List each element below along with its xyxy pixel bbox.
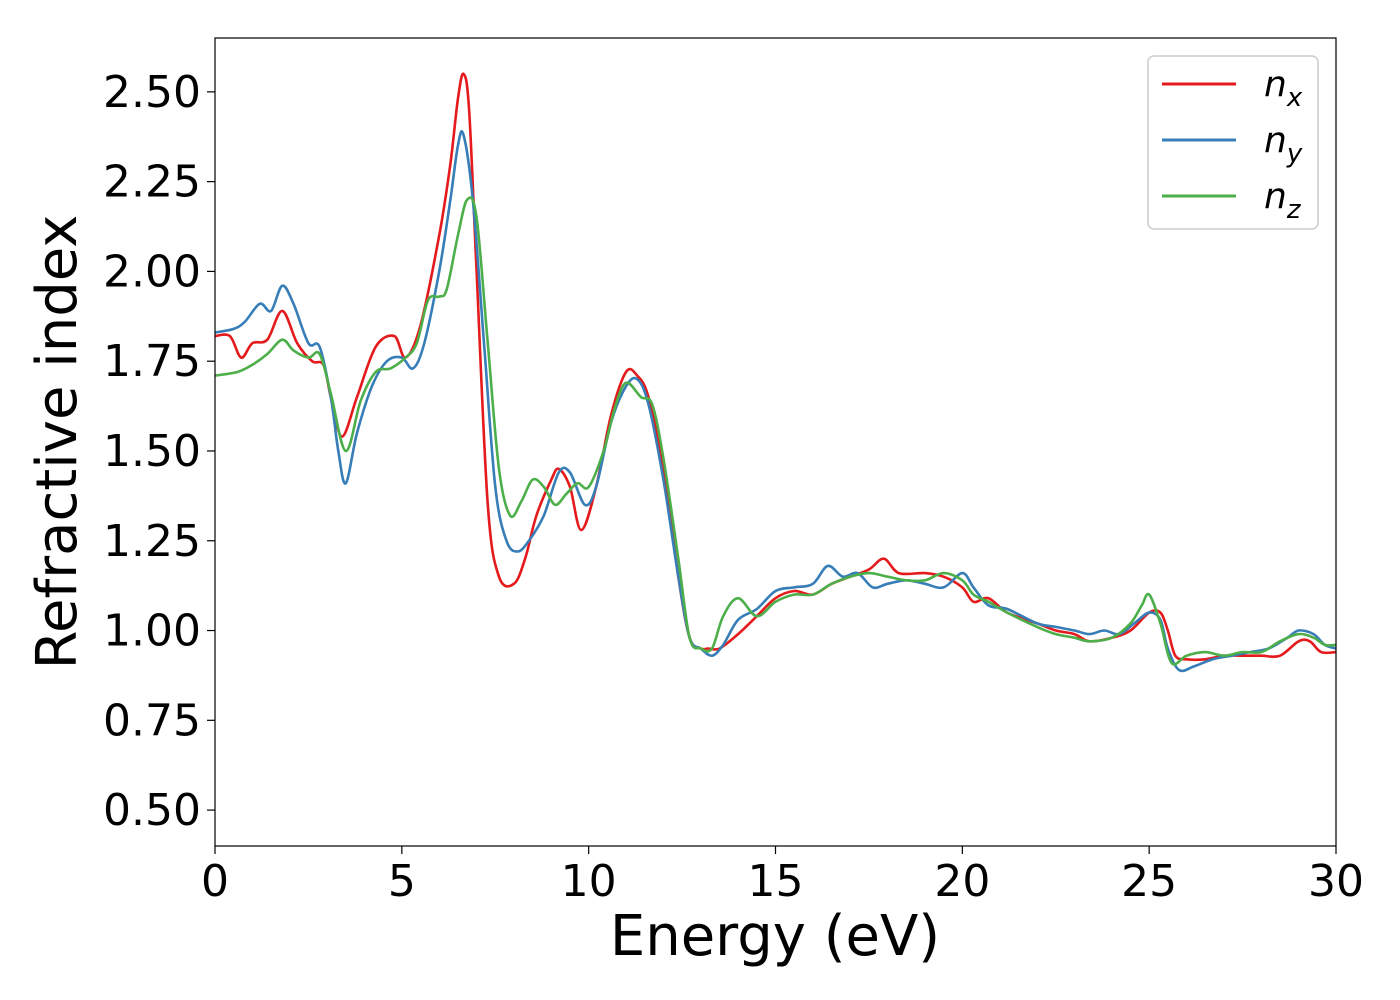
x-tick-label: 20: [934, 856, 990, 907]
x-axis-ticks: 0 5 10 15 20 25 30: [201, 846, 1364, 907]
x-tick-label: 0: [201, 856, 229, 907]
y-tick-label: 2.00: [103, 246, 201, 297]
y-tick-label: 1.50: [103, 426, 201, 477]
y-tick-label: 2.25: [103, 157, 201, 208]
x-tick-label: 5: [388, 856, 416, 907]
x-tick-label: 30: [1308, 856, 1364, 907]
legend-box: [1147, 55, 1319, 230]
x-tick-label: 15: [748, 856, 804, 907]
y-axis-label: Refractive index: [25, 215, 90, 670]
y-tick-label: 1.00: [103, 606, 201, 657]
y-tick-label: 2.50: [103, 67, 201, 118]
y-tick-label: 0.50: [103, 785, 201, 836]
legend-label-ny: ny: [1264, 120, 1303, 169]
series-line-nz: [214, 196, 1337, 666]
x-tick-label: 10: [561, 856, 617, 907]
x-tick-label: 25: [1121, 856, 1177, 907]
series-layer: [214, 72, 1337, 673]
y-axis-ticks: 0.50 0.75 1.00 1.25 1.50 1.75 2.00 2.25 2.50: [103, 67, 215, 836]
y-tick-label: 1.25: [103, 516, 201, 567]
y-tick-label: 0.75: [103, 695, 201, 746]
y-tick-label: 1.75: [103, 336, 201, 387]
x-axis-label: Energy (eV): [610, 904, 940, 969]
